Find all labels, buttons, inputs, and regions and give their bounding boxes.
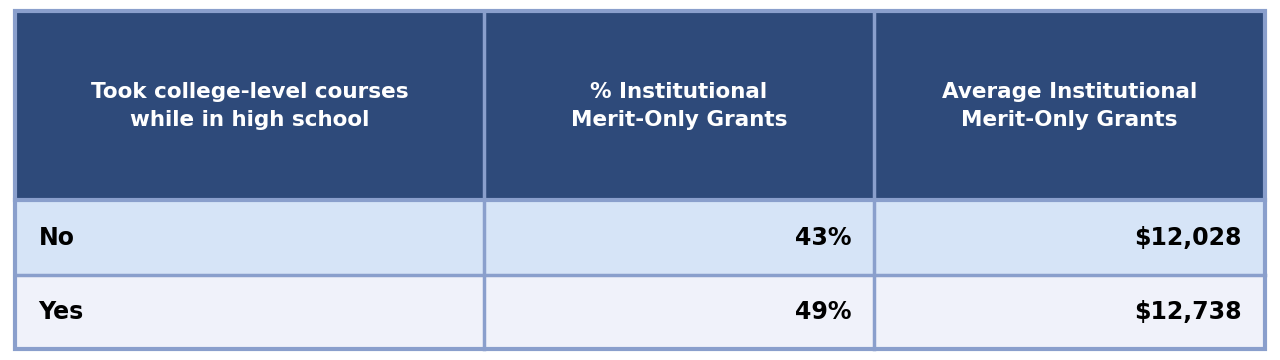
Text: Yes: Yes — [38, 300, 83, 324]
Text: $12,028: $12,028 — [1134, 225, 1242, 249]
Text: Took college-level courses
while in high school: Took college-level courses while in high… — [91, 82, 408, 130]
Text: No: No — [38, 225, 74, 249]
Text: 49%: 49% — [795, 300, 851, 324]
Bar — [15, 275, 1265, 349]
Text: % Institutional
Merit-Only Grants: % Institutional Merit-Only Grants — [571, 82, 787, 130]
Bar — [15, 11, 1265, 200]
Text: 43%: 43% — [795, 225, 851, 249]
Text: $12,738: $12,738 — [1134, 300, 1242, 324]
Text: Average Institutional
Merit-Only Grants: Average Institutional Merit-Only Grants — [942, 82, 1197, 130]
Bar — [15, 200, 1265, 275]
